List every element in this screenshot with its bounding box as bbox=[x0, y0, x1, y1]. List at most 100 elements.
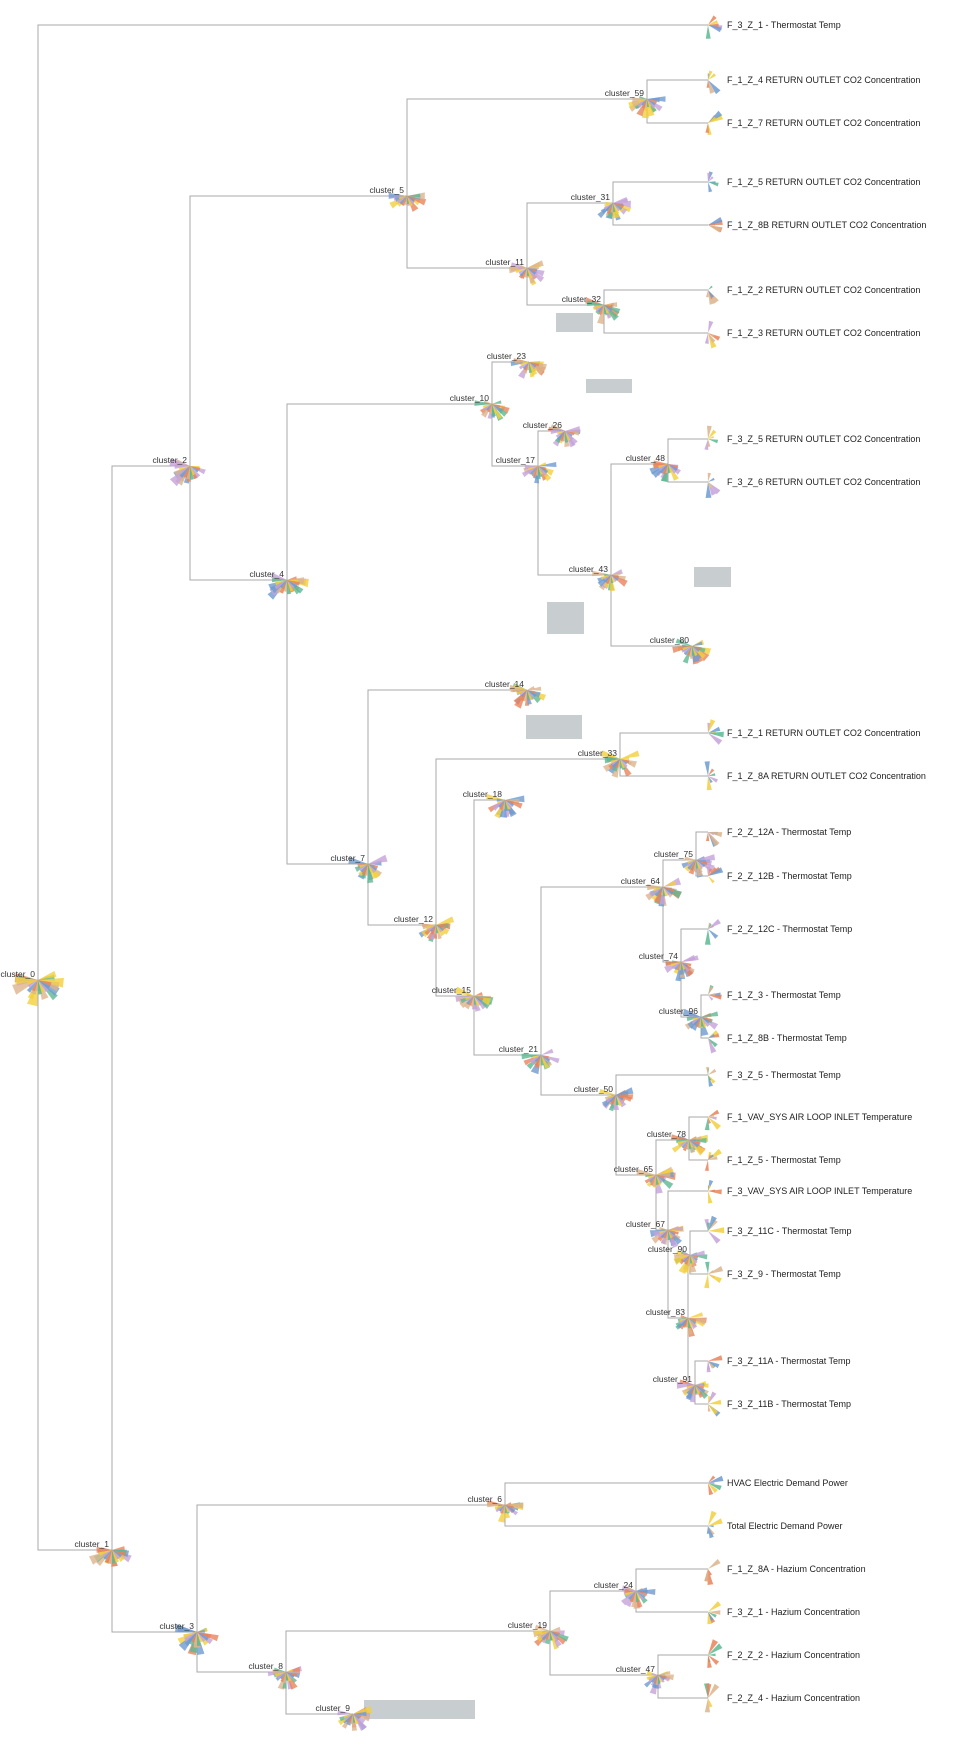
leaf-label[interactable]: F_3_Z_9 - Thermostat Temp bbox=[727, 1269, 841, 1279]
leaf-label[interactable]: F_3_VAV_SYS AIR LOOP INLET Temperature bbox=[727, 1186, 912, 1196]
leaf-label[interactable]: HVAC Electric Demand Power bbox=[727, 1478, 848, 1488]
leaf-glyph[interactable] bbox=[704, 761, 719, 791]
leaf-label[interactable]: F_1_Z_3 RETURN OUTLET CO2 Concentration bbox=[727, 328, 920, 338]
cluster-59-glyph[interactable] bbox=[628, 96, 666, 119]
collapsed-node-placeholder[interactable] bbox=[694, 567, 731, 587]
cluster-43-glyph[interactable] bbox=[592, 569, 628, 592]
cluster-1-glyph[interactable] bbox=[89, 1546, 132, 1567]
leaf-glyph[interactable] bbox=[704, 1215, 725, 1244]
leaf-glyph[interactable] bbox=[707, 1179, 722, 1204]
leaf-label[interactable]: F_3_Z_1 - Hazium Concentration bbox=[727, 1607, 860, 1617]
leaf-glyph[interactable] bbox=[707, 1391, 722, 1417]
leaf-label[interactable]: F_1_Z_3 - Thermostat Temp bbox=[727, 990, 841, 1000]
leaf-glyph[interactable] bbox=[706, 1067, 717, 1087]
leaf-label[interactable]: F_1_Z_4 RETURN OUTLET CO2 Concentration bbox=[727, 75, 920, 85]
cluster-83-glyph[interactable] bbox=[675, 1312, 707, 1337]
leaf-label[interactable]: F_3_Z_5 RETURN OUTLET CO2 Concentration bbox=[727, 434, 920, 444]
cluster-15-glyph[interactable] bbox=[455, 986, 494, 1012]
leaf-glyph[interactable] bbox=[704, 1683, 720, 1713]
leaf-glyph[interactable] bbox=[708, 1030, 720, 1054]
cluster-23-glyph[interactable] bbox=[510, 358, 547, 379]
leaf-label[interactable]: F_3_Z_11B - Thermostat Temp bbox=[727, 1399, 851, 1409]
collapsed-node-placeholder[interactable] bbox=[526, 715, 582, 739]
leaf-label[interactable]: F_1_Z_8A RETURN OUTLET CO2 Concentration bbox=[727, 771, 926, 781]
collapsed-node-placeholder[interactable] bbox=[547, 602, 584, 634]
leaf-glyph[interactable] bbox=[704, 320, 721, 349]
leaf-glyph[interactable] bbox=[706, 866, 724, 884]
cluster-33-glyph[interactable] bbox=[600, 750, 640, 778]
cluster-91-glyph[interactable] bbox=[676, 1379, 709, 1403]
cluster-10-glyph[interactable] bbox=[474, 400, 510, 421]
cluster-80-glyph[interactable] bbox=[672, 638, 712, 665]
cluster-21-glyph[interactable] bbox=[521, 1048, 560, 1075]
cluster-31-glyph[interactable] bbox=[597, 197, 632, 221]
cluster-24-glyph[interactable] bbox=[621, 1585, 656, 1609]
cluster-5-glyph[interactable] bbox=[388, 192, 427, 212]
cluster-48-glyph[interactable] bbox=[649, 460, 681, 483]
cluster-8-glyph[interactable] bbox=[267, 1666, 302, 1690]
cluster-96-glyph[interactable] bbox=[682, 1008, 719, 1036]
leaf-label[interactable]: F_1_VAV_SYS AIR LOOP INLET Temperature bbox=[727, 1112, 912, 1122]
cluster-7-glyph[interactable] bbox=[348, 854, 388, 884]
leaf-label[interactable]: F_1_Z_2 RETURN OUTLET CO2 Concentration bbox=[727, 285, 920, 295]
leaf-label[interactable]: F_3_Z_11C - Thermostat Temp bbox=[727, 1226, 852, 1236]
cluster-67-glyph[interactable] bbox=[649, 1225, 684, 1248]
leaf-glyph[interactable] bbox=[706, 1510, 723, 1539]
leaf-glyph[interactable] bbox=[707, 719, 724, 745]
leaf-label[interactable]: F_2_Z_12A - Thermostat Temp bbox=[727, 827, 851, 837]
cluster-17-glyph[interactable] bbox=[521, 462, 557, 484]
leaf-label[interactable]: F_2_Z_12B - Thermostat Temp bbox=[727, 871, 852, 881]
cluster-78-glyph[interactable] bbox=[670, 1134, 709, 1156]
cluster-50-glyph[interactable] bbox=[599, 1087, 634, 1112]
collapsed-node-placeholder[interactable] bbox=[586, 379, 632, 393]
cluster-12-glyph[interactable] bbox=[418, 916, 455, 942]
cluster-26-glyph[interactable] bbox=[548, 424, 581, 448]
leaf-glyph[interactable] bbox=[707, 171, 719, 193]
leaf-glyph[interactable] bbox=[708, 217, 723, 233]
leaf-glyph[interactable] bbox=[705, 110, 723, 135]
leaf-label[interactable]: F_3_Z_5 - Thermostat Temp bbox=[727, 1070, 841, 1080]
cluster-2-glyph[interactable] bbox=[169, 458, 206, 487]
cluster-19-glyph[interactable] bbox=[533, 1624, 569, 1650]
leaf-glyph[interactable] bbox=[707, 1639, 723, 1668]
leaf-glyph[interactable] bbox=[706, 1355, 723, 1373]
leaf-label[interactable]: F_2_Z_4 - Hazium Concentration bbox=[727, 1693, 860, 1703]
cluster-9-glyph[interactable] bbox=[337, 1705, 372, 1731]
cluster-75-glyph[interactable] bbox=[681, 854, 716, 878]
cluster-0-glyph[interactable] bbox=[12, 971, 64, 1007]
leaf-glyph[interactable] bbox=[704, 1261, 724, 1289]
leaf-glyph[interactable] bbox=[704, 1559, 721, 1585]
cluster-4-glyph[interactable] bbox=[267, 572, 309, 600]
leaf-label[interactable]: F_1_Z_5 RETURN OUTLET CO2 Concentration bbox=[727, 177, 920, 187]
leaf-glyph[interactable] bbox=[704, 1109, 721, 1131]
cluster-14-glyph[interactable] bbox=[509, 682, 547, 709]
cluster-65-glyph[interactable] bbox=[636, 1166, 676, 1194]
leaf-label[interactable]: F_2_Z_2 - Hazium Concentration bbox=[727, 1650, 860, 1660]
cluster-18-glyph[interactable] bbox=[486, 794, 525, 819]
leaf-glyph[interactable] bbox=[706, 831, 723, 847]
cluster-6-glyph[interactable] bbox=[487, 1500, 524, 1523]
cluster-74-glyph[interactable] bbox=[664, 954, 699, 982]
cluster-3-glyph[interactable] bbox=[174, 1624, 219, 1656]
leaf-glyph[interactable] bbox=[705, 15, 723, 39]
leaf-glyph[interactable] bbox=[704, 1148, 722, 1171]
leaf-glyph[interactable] bbox=[708, 985, 722, 1001]
leaf-glyph[interactable] bbox=[705, 472, 721, 498]
leaf-label[interactable]: F_3_Z_6 RETURN OUTLET CO2 Concentration bbox=[727, 477, 920, 487]
leaf-label[interactable]: F_3_Z_1 - Thermostat Temp bbox=[727, 20, 841, 30]
leaf-glyph[interactable] bbox=[704, 919, 721, 945]
leaf-label[interactable]: Total Electric Demand Power bbox=[727, 1521, 843, 1531]
leaf-label[interactable]: F_1_Z_5 - Thermostat Temp bbox=[727, 1155, 841, 1165]
leaf-label[interactable]: F_1_Z_1 RETURN OUTLET CO2 Concentration bbox=[727, 728, 920, 738]
collapsed-node-placeholder[interactable] bbox=[556, 313, 593, 332]
cluster-90-glyph[interactable] bbox=[673, 1250, 708, 1274]
leaf-label[interactable]: F_1_Z_8B RETURN OUTLET CO2 Concentration bbox=[727, 220, 926, 230]
leaf-label[interactable]: F_1_Z_8B - Thermostat Temp bbox=[727, 1033, 847, 1043]
leaf-glyph[interactable] bbox=[706, 70, 721, 95]
cluster-11-glyph[interactable] bbox=[508, 260, 545, 286]
leaf-label[interactable]: F_1_Z_8A - Hazium Concentration bbox=[727, 1564, 866, 1574]
cluster-47-glyph[interactable] bbox=[644, 1671, 674, 1695]
leaf-glyph[interactable] bbox=[706, 285, 719, 305]
cluster-64-glyph[interactable] bbox=[645, 877, 682, 907]
leaf-label[interactable]: F_1_Z_7 RETURN OUTLET CO2 Concentration bbox=[727, 118, 920, 128]
